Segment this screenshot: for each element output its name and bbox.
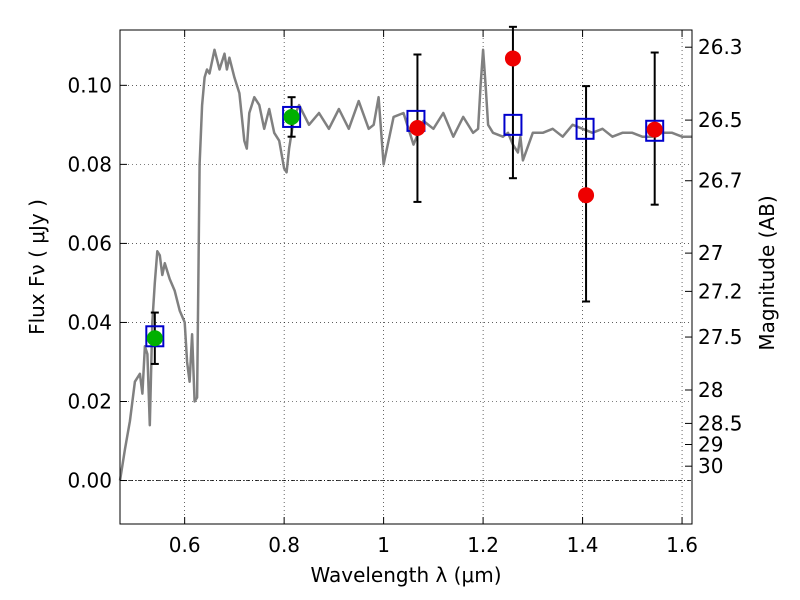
mag-tick-label: 26.3: [698, 35, 743, 59]
mag-tick-label: 30: [698, 454, 723, 478]
x-tick-label: 0.8: [268, 533, 300, 557]
observed-point: [283, 108, 300, 125]
x-tick-label: 1.4: [567, 533, 599, 557]
y-tick-label: 0.02: [67, 389, 112, 413]
model-point: [645, 119, 665, 142]
magnitude-axis-label: Magnitude (AB): [755, 195, 779, 350]
grid: [120, 30, 692, 524]
y-axis-label: Flux Fν ( μJy ): [25, 199, 49, 335]
y-tick-label: 0.10: [67, 73, 112, 97]
y-tick-label: 0.04: [67, 310, 112, 334]
y-tick-label: 0.08: [67, 152, 112, 176]
model-point: [145, 325, 165, 348]
y-tick-label: 0.00: [67, 469, 112, 493]
observed-point: [504, 50, 521, 67]
model-point: [503, 113, 523, 136]
ticks: 0.6 0.8 1 1.2 1.4 1.6 0.00 0.02 0.04 0.06 0.08 0.10…: [67, 30, 743, 557]
observed-point: [146, 330, 163, 347]
model-point: [282, 105, 302, 128]
mag-tick-label: 28: [698, 378, 723, 402]
x-tick-label: 0.6: [169, 533, 201, 557]
observed-point: [409, 120, 426, 137]
x-axis-label: Wavelength λ (μm): [310, 563, 501, 587]
observed-point: [578, 187, 595, 204]
mag-tick-label: 27.2: [698, 279, 743, 303]
model-sed-line: [118, 48, 692, 481]
mag-tick-label: 28.5: [698, 411, 743, 435]
x-tick-label: 1.6: [666, 533, 698, 557]
mag-tick-label: 29: [698, 432, 723, 456]
model-point: [575, 117, 595, 140]
mag-tick-label: 26.7: [698, 169, 743, 193]
observed-point: [646, 121, 663, 138]
mag-tick-label: 27.5: [698, 325, 743, 349]
mag-tick-label: 27: [698, 241, 723, 265]
y-tick-label: 0.06: [67, 231, 112, 255]
x-tick-label: 1: [377, 533, 390, 557]
data-markers: [145, 50, 665, 348]
plot-frame: [119, 29, 693, 525]
x-tick-label: 1.2: [467, 533, 499, 557]
mag-tick-label: 26.5: [698, 108, 743, 132]
model-sed-layer: [118, 48, 692, 481]
